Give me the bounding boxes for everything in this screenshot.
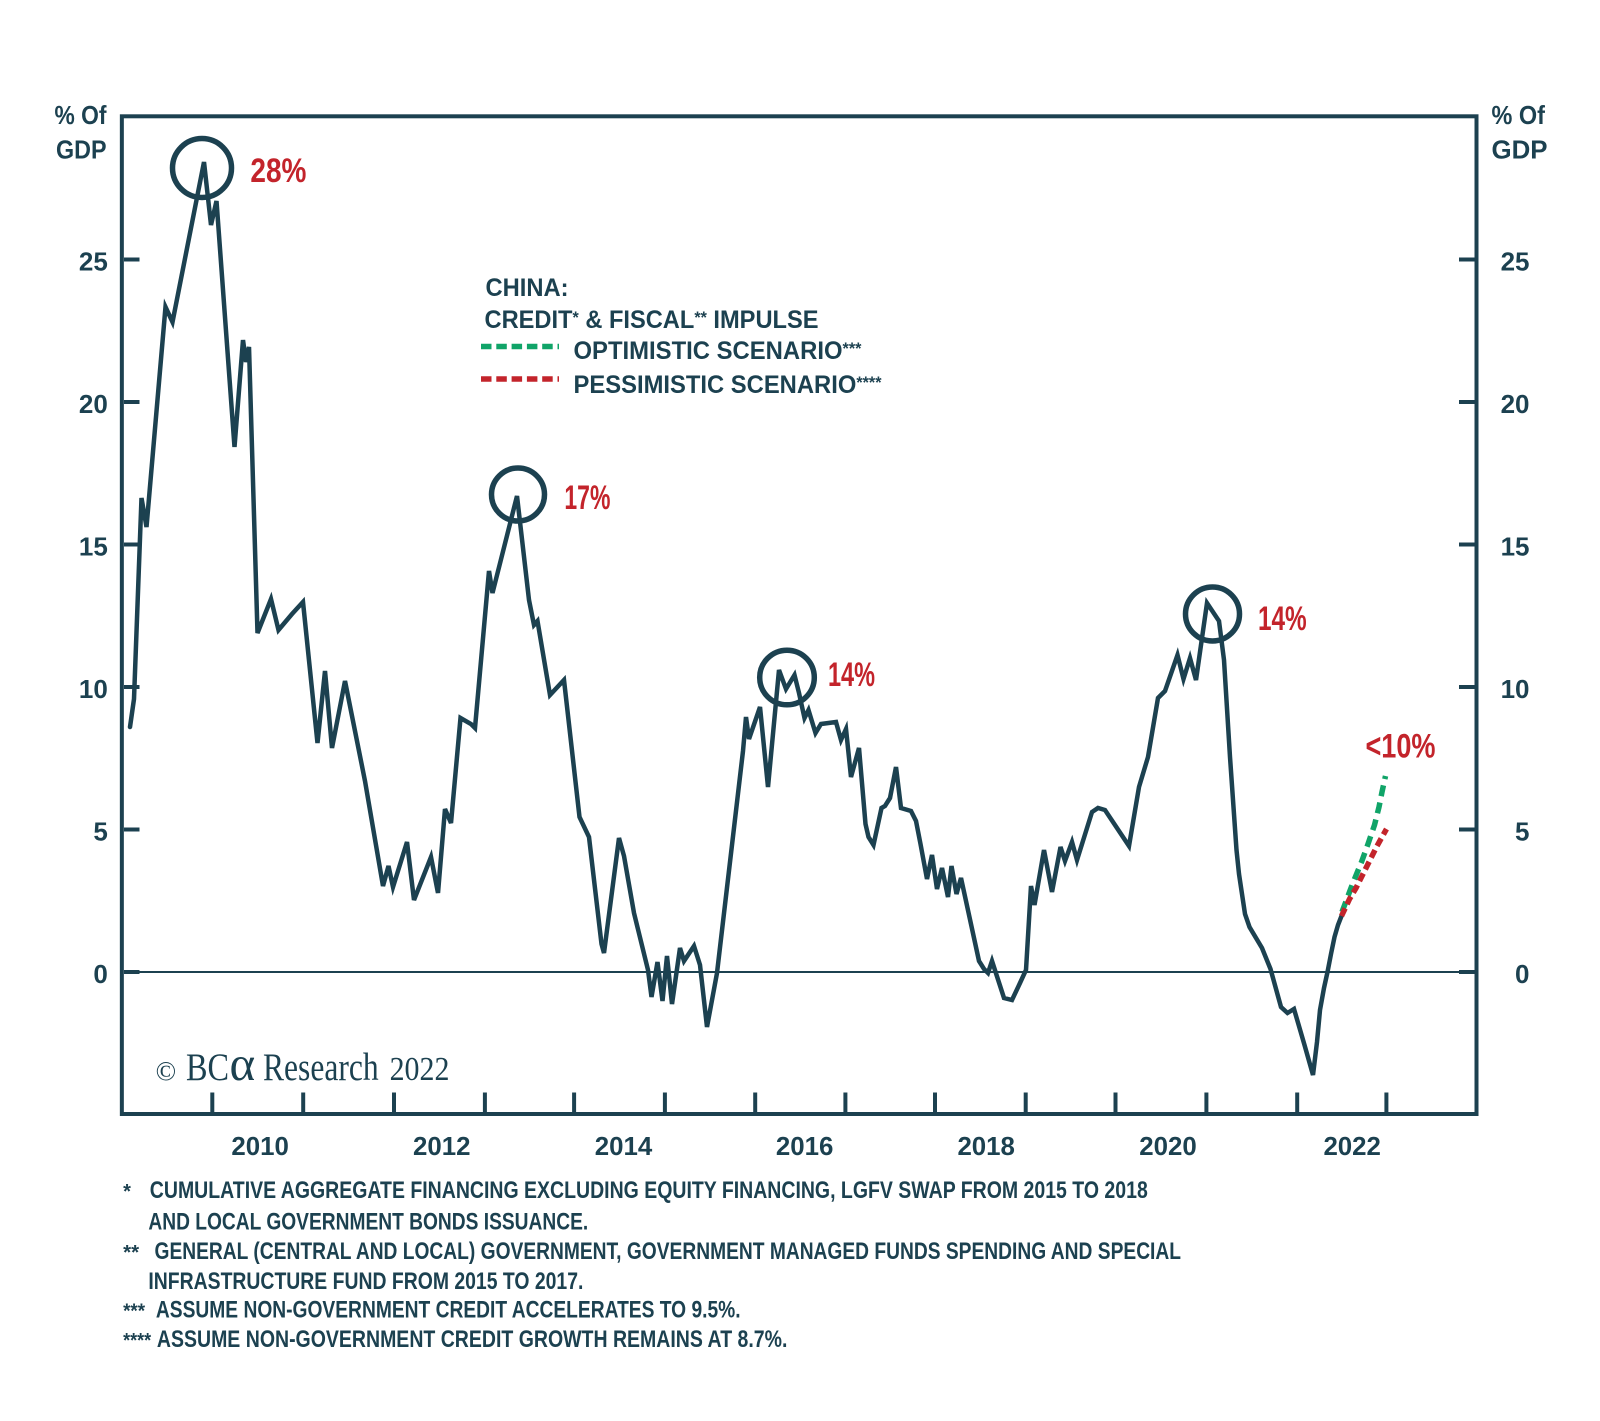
svg-text:AND LOCAL GOVERNMENT BONDS ISS: AND LOCAL GOVERNMENT BONDS ISSUANCE. bbox=[148, 1209, 588, 1236]
svg-text:PESSIMISTIC SCENARIO****: PESSIMISTIC SCENARIO**** bbox=[574, 371, 882, 399]
svg-text:ASSUME NON-GOVERNMENT CREDIT A: ASSUME NON-GOVERNMENT CREDIT ACCELERATES… bbox=[156, 1296, 741, 1323]
svg-text:20: 20 bbox=[79, 389, 108, 419]
svg-text:0: 0 bbox=[1515, 959, 1529, 989]
svg-text:14%: 14% bbox=[828, 656, 875, 694]
svg-text:**: ** bbox=[123, 1242, 139, 1264]
svg-text:*: * bbox=[123, 1181, 131, 1203]
svg-text:2014: 2014 bbox=[595, 1131, 653, 1161]
svg-text:INFRASTRUCTURE FUND FROM 2015: INFRASTRUCTURE FUND FROM 2015 TO 2017. bbox=[148, 1268, 583, 1295]
svg-text:BC: BC bbox=[186, 1046, 229, 1089]
svg-text:25: 25 bbox=[79, 247, 108, 277]
svg-text:2020: 2020 bbox=[1139, 1131, 1197, 1161]
svg-text:0: 0 bbox=[93, 959, 107, 989]
svg-text:2022: 2022 bbox=[1323, 1131, 1381, 1161]
svg-text:15: 15 bbox=[79, 532, 108, 562]
svg-text:15: 15 bbox=[1501, 532, 1530, 562]
svg-text:28%: 28% bbox=[250, 152, 306, 190]
svg-text:CUMULATIVE AGGREGATE FINANCING: CUMULATIVE AGGREGATE FINANCING EXCLUDING… bbox=[150, 1177, 1148, 1204]
svg-text:****: **** bbox=[123, 1330, 151, 1352]
svg-text:<10%: <10% bbox=[1366, 728, 1436, 766]
svg-text:5: 5 bbox=[1515, 817, 1529, 847]
svg-text:GENERAL (CENTRAL AND LOCAL) GO: GENERAL (CENTRAL AND LOCAL) GOVERNMENT, … bbox=[155, 1238, 1182, 1265]
svg-text:2016: 2016 bbox=[776, 1131, 834, 1161]
svg-text:GDP: GDP bbox=[1492, 134, 1548, 164]
svg-text:% Of: % Of bbox=[55, 100, 107, 130]
svg-text:CREDIT* & FISCAL** IMPULSE: CREDIT* & FISCAL** IMPULSE bbox=[485, 306, 819, 334]
svg-text:©: © bbox=[156, 1056, 177, 1086]
svg-text:ASSUME NON-GOVERNMENT CREDIT G: ASSUME NON-GOVERNMENT CREDIT GROWTH REMA… bbox=[157, 1326, 788, 1353]
svg-text:20: 20 bbox=[1501, 389, 1530, 419]
svg-text:α: α bbox=[230, 1036, 256, 1091]
svg-text:CHINA:: CHINA: bbox=[486, 274, 569, 302]
svg-text:***: *** bbox=[123, 1300, 145, 1322]
svg-text:2018: 2018 bbox=[957, 1131, 1015, 1161]
svg-text:2022: 2022 bbox=[390, 1051, 450, 1088]
svg-text:2010: 2010 bbox=[231, 1131, 289, 1161]
svg-text:GDP: GDP bbox=[56, 134, 107, 164]
svg-text:17%: 17% bbox=[564, 479, 610, 517]
svg-text:Research: Research bbox=[263, 1046, 379, 1089]
svg-text:10: 10 bbox=[79, 674, 108, 704]
svg-text:2012: 2012 bbox=[413, 1131, 471, 1161]
svg-text:10: 10 bbox=[1501, 674, 1530, 704]
svg-text:14%: 14% bbox=[1258, 600, 1307, 638]
svg-text:OPTIMISTIC SCENARIO***: OPTIMISTIC SCENARIO*** bbox=[574, 337, 862, 365]
svg-text:5: 5 bbox=[93, 817, 107, 847]
svg-text:% Of: % Of bbox=[1492, 100, 1546, 130]
svg-text:25: 25 bbox=[1501, 247, 1530, 277]
